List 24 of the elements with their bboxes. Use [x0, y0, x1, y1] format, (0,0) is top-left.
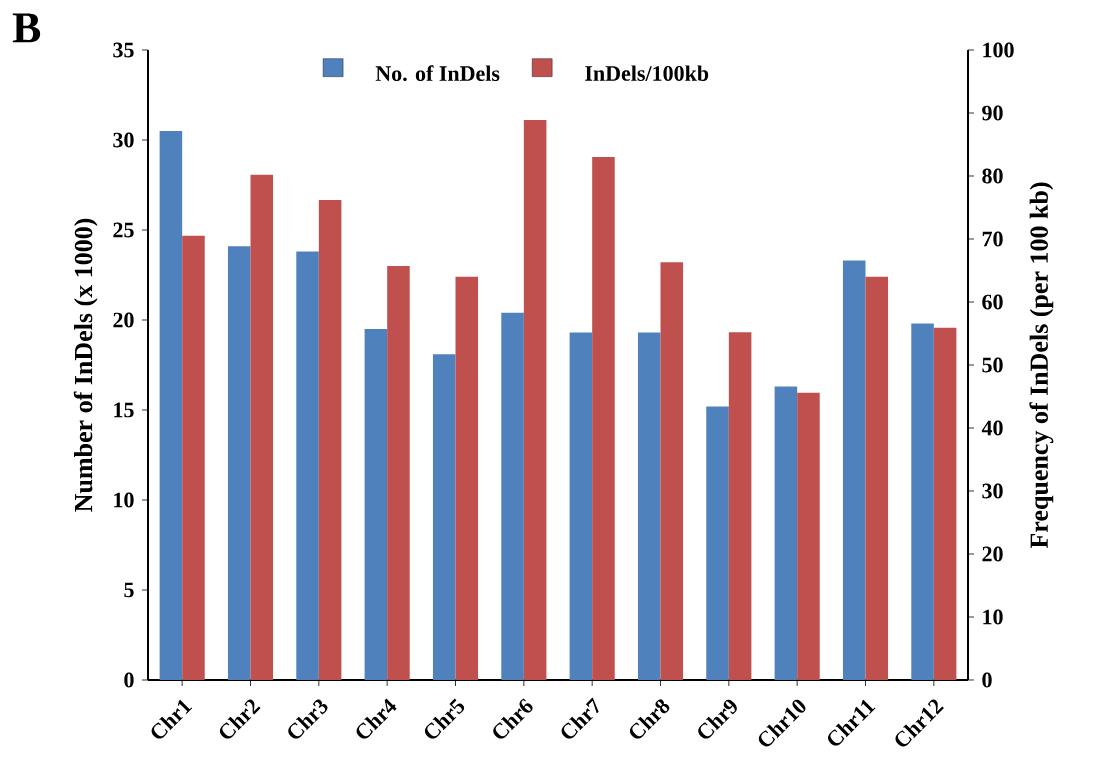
y2-tick-label: 40: [981, 420, 1003, 436]
y-tick-label: 25: [113, 222, 134, 238]
y2-tick-label: 10: [983, 609, 1003, 625]
y-tick-label: 5: [124, 582, 134, 598]
y2-tick-label: 100: [983, 42, 1014, 58]
y-tick-label: 15: [114, 402, 134, 418]
y2-tick-label: 0: [982, 672, 992, 688]
legend-label: No. of InDels: [375, 65, 500, 82]
y2-tick-label: 80: [982, 168, 1003, 184]
legend-label: InDels/100kb: [585, 65, 709, 81]
y-tick-label: 30: [113, 132, 134, 148]
y2-tick-label: 50: [982, 357, 1003, 373]
text: B: [12, 13, 41, 43]
y2-tick-label: 60: [982, 294, 1003, 310]
y-axis-title: Number of InDels (x 1000): [73, 218, 98, 512]
y2-tick-label: 90: [982, 105, 1003, 121]
y-tick-label: 10: [114, 492, 134, 508]
y2-tick-label: 30: [982, 483, 1003, 499]
y-tick-label: 0: [124, 672, 134, 688]
y-tick-label: 35: [113, 42, 134, 58]
y2-tick-label: 70: [982, 231, 1003, 247]
y2-tick-label: 20: [982, 546, 1003, 562]
y-tick-label: 20: [113, 312, 134, 328]
y2-axis-title: Frequency of InDels (per 100 kb): [1029, 182, 1054, 549]
